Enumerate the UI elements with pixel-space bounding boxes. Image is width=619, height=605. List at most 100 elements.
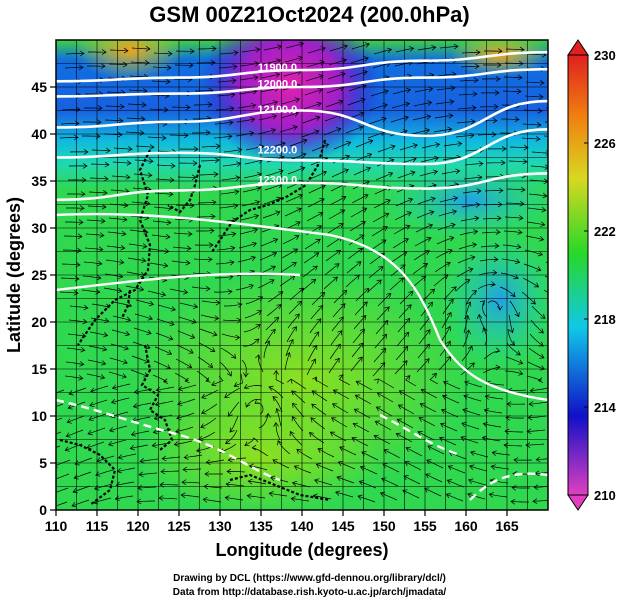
streamline-arrow — [216, 91, 236, 98]
streamline-arrow — [487, 300, 503, 311]
streamline-arrow — [132, 402, 152, 409]
streamline-arrow — [154, 400, 174, 407]
streamline-arrow — [302, 265, 318, 278]
streamline-arrow — [126, 271, 146, 278]
streamline-arrow — [82, 133, 101, 140]
streamline-arrow — [169, 288, 189, 295]
streamline-arrow — [347, 248, 364, 260]
streamline-arrow — [174, 372, 190, 384]
streamline-arrow — [462, 408, 481, 416]
streamline-arrow — [508, 314, 514, 334]
streamline-arrow — [69, 304, 89, 311]
streamline-arrow — [377, 292, 392, 307]
streamline-arrow — [268, 385, 284, 399]
y-axis: 0 5 10 15 20 25 30 35 40 45 — [31, 79, 56, 518]
coastline-korea — [167, 164, 202, 214]
streamline-arrow — [219, 50, 239, 56]
streamline-arrow — [345, 274, 360, 288]
streamline-arrow — [527, 414, 547, 421]
streamline-arrow — [528, 401, 548, 407]
streamline-arrow — [348, 83, 367, 92]
y-tick-label: 45 — [31, 79, 47, 95]
x-tick-label: 120 — [126, 518, 150, 534]
streamline-arrow — [480, 243, 500, 249]
streamline-arrow — [111, 383, 131, 390]
streamline-arrow — [225, 429, 238, 444]
streamline-arrow — [243, 324, 261, 333]
streamline-arrow — [56, 501, 68, 507]
streamline-arrow — [272, 396, 283, 413]
streamline-arrow — [463, 394, 482, 402]
streamline-arrow — [196, 370, 211, 383]
streamline-arrow — [133, 327, 152, 335]
streamline-arrow — [435, 248, 453, 259]
streamline-arrow — [307, 46, 326, 54]
streamline-arrow — [461, 422, 480, 430]
streamline-arrow — [104, 273, 124, 280]
streamline-arrow — [105, 259, 125, 265]
streamline-arrow — [482, 76, 501, 82]
streamline-arrow — [373, 47, 393, 55]
streamline-arrow — [368, 116, 387, 125]
streamline-arrow — [282, 234, 300, 245]
streamline-arrow — [425, 473, 443, 483]
streamline-arrow — [151, 78, 171, 85]
streamline-arrow — [201, 389, 219, 399]
streamline-arrow — [65, 361, 85, 367]
credit-data-source: Data from http://database.rish.kyoto-u.a… — [172, 587, 447, 598]
streamline-arrow — [67, 191, 86, 197]
streamline-arrow — [108, 216, 128, 223]
streamline-arrow — [397, 170, 416, 179]
streamline-arrow — [522, 122, 542, 128]
streamline-arrow — [395, 345, 409, 361]
streamline-arrow — [359, 465, 378, 475]
streamline-arrow — [197, 356, 214, 368]
streamline-arrow — [483, 201, 503, 208]
contour-line — [56, 398, 281, 482]
streamline-arrow — [201, 143, 221, 150]
streamline-arrow — [65, 429, 84, 438]
streamline-arrow — [351, 42, 370, 50]
streamline-arrow — [61, 106, 81, 113]
streamline-arrow — [383, 448, 401, 459]
streamline-arrow — [91, 147, 111, 154]
streamline-arrow — [205, 459, 225, 466]
streamline-arrow — [457, 255, 476, 264]
streamline-arrow — [138, 471, 158, 478]
streamline-arrow — [224, 495, 244, 501]
streamline-arrow — [161, 455, 181, 462]
streamline-arrow — [222, 161, 242, 167]
y-tick-label: 20 — [31, 314, 47, 330]
streamline-arrow — [435, 99, 455, 105]
streamline-arrow — [418, 329, 431, 345]
streamline-arrow — [111, 174, 131, 180]
streamline-arrow — [265, 316, 280, 331]
streamline-arrow — [332, 389, 350, 400]
streamline-arrow — [351, 193, 369, 204]
streamline-arrow — [262, 58, 282, 65]
streamline-arrow — [127, 102, 147, 108]
streamline-arrow — [293, 465, 312, 474]
streamline-arrow — [311, 143, 330, 152]
streamline-arrow — [154, 346, 173, 356]
streamline-arrow — [484, 48, 503, 54]
streamline-arrow — [246, 493, 266, 499]
streamline-arrow — [482, 327, 488, 346]
streamline-arrow — [355, 139, 374, 148]
y-axis-label: Latitude (degrees) — [4, 197, 24, 353]
streamline-arrow — [211, 375, 224, 387]
streamline-arrow — [527, 207, 547, 213]
streamline-arrow — [525, 80, 545, 86]
streamline-arrow — [109, 47, 129, 54]
streamline-arrow — [480, 90, 500, 96]
streamline-arrow — [105, 103, 125, 110]
streamline-arrow — [215, 259, 235, 266]
streamline-arrow — [311, 291, 326, 306]
streamline-arrow — [445, 493, 464, 502]
streamline-arrow — [439, 195, 459, 203]
streamline-arrow — [509, 300, 520, 318]
streamline-arrow — [436, 235, 455, 245]
streamline-arrow — [481, 435, 501, 442]
streamline-arrow — [439, 43, 459, 50]
streamline-arrow — [261, 72, 281, 79]
